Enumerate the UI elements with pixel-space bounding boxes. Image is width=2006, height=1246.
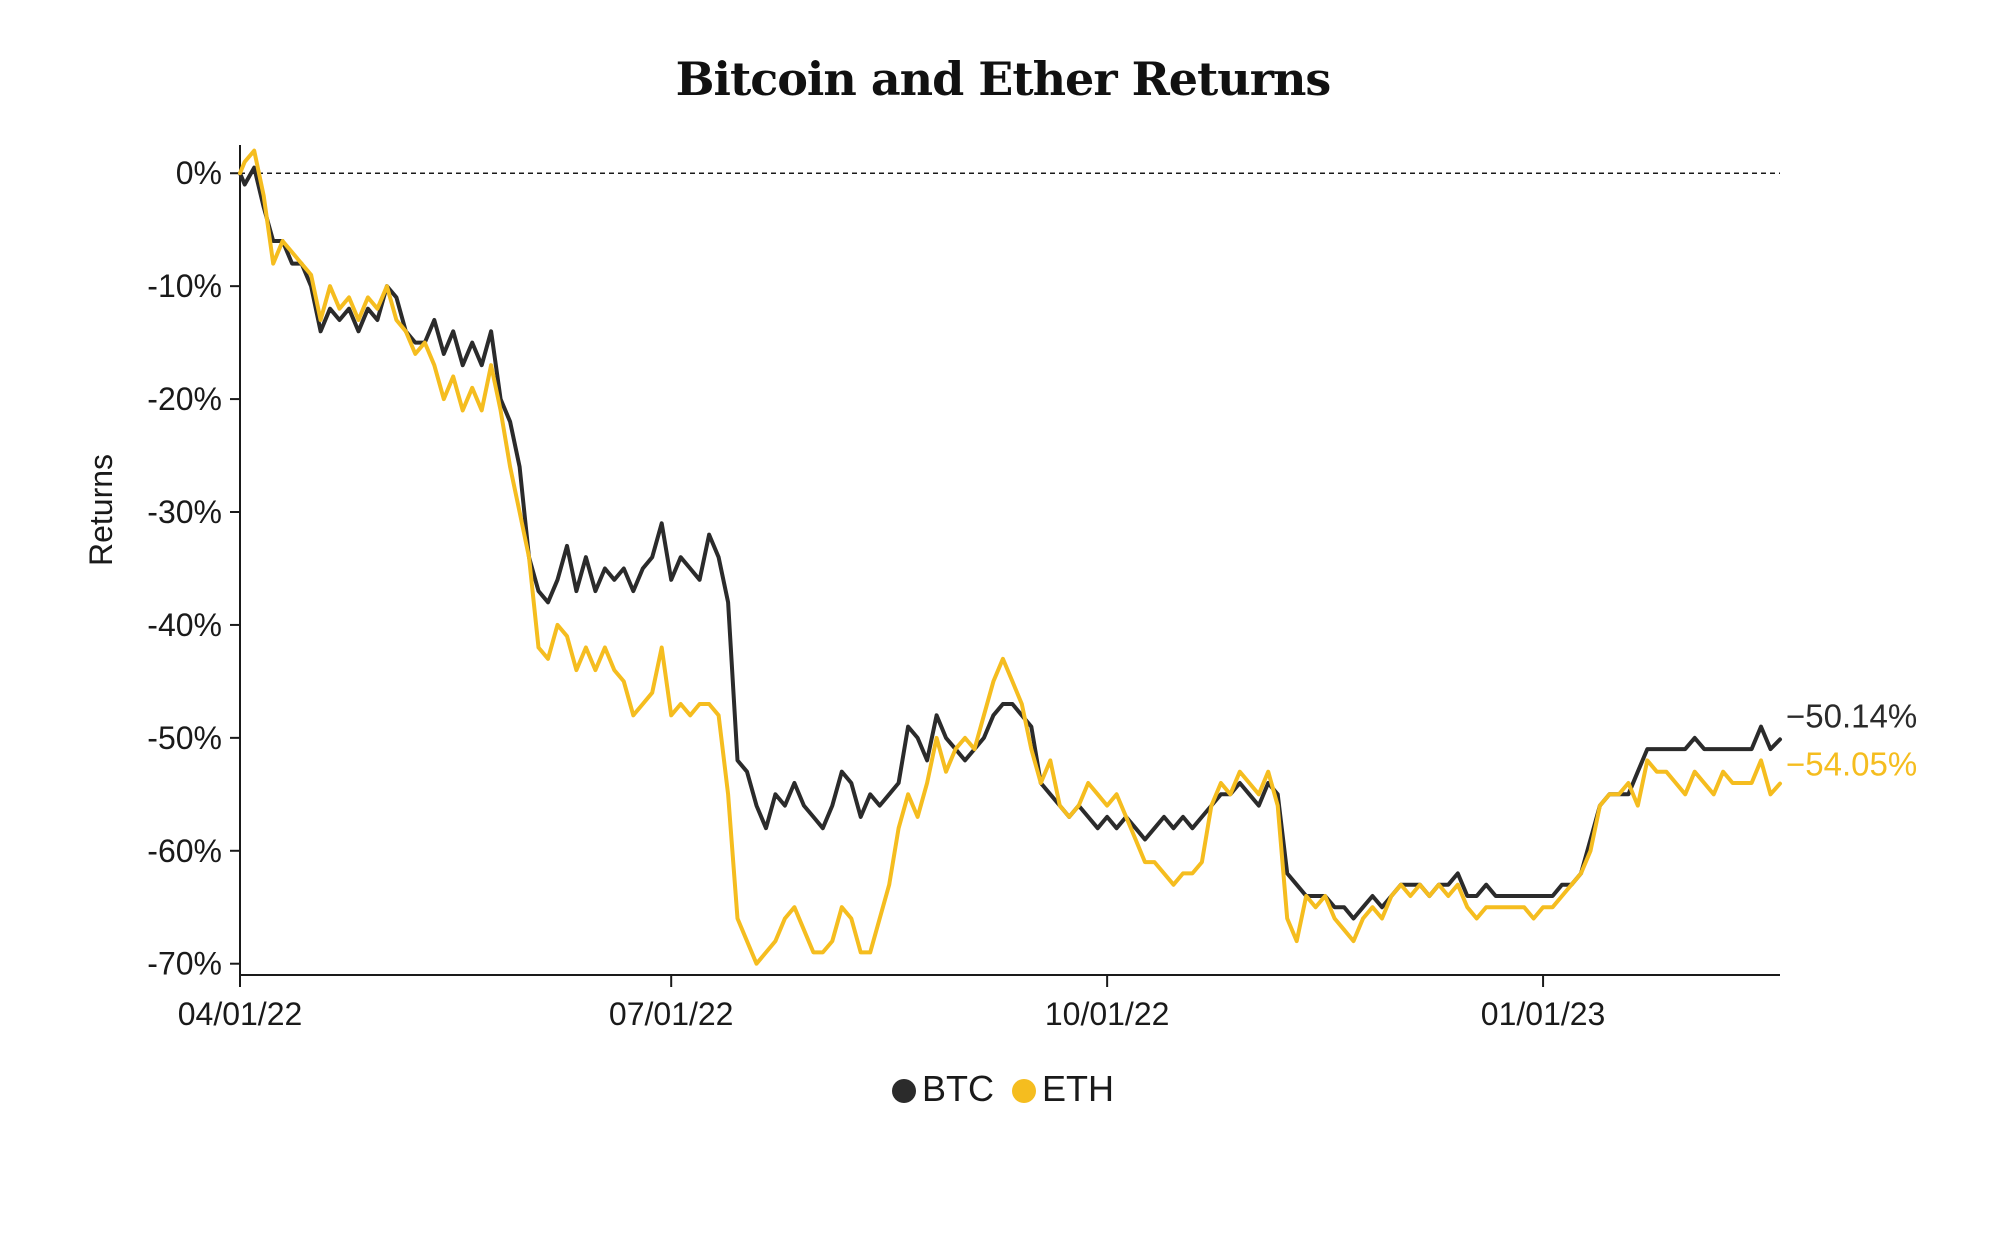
end-labels-layer: −50.14% −54.05% xyxy=(1786,697,1917,782)
legend-item-btc: BTC xyxy=(891,1068,994,1110)
legend: BTC ETH xyxy=(0,1068,2006,1110)
btc-end-label: −50.14% xyxy=(1786,697,1917,734)
series-line-eth xyxy=(238,148,1782,966)
legend-label-btc: BTC xyxy=(921,1068,994,1109)
y-tick-label: -50% xyxy=(147,720,222,756)
x-tick-label: 04/01/22 xyxy=(178,996,303,1032)
eth-end-label: −54.05% xyxy=(1786,746,1917,783)
axes-layer: 0% -10% -20% -30% -40% -50% -60% -70% 04/01/22 07… xyxy=(147,145,1780,1032)
y-tick-label: -10% xyxy=(147,268,222,304)
y-tick-label: -40% xyxy=(147,607,222,643)
chart-title: Bitcoin and Ether Returns xyxy=(675,52,1332,106)
y-tick-label: -70% xyxy=(147,946,222,982)
y-tick-label: 0% xyxy=(176,155,222,191)
x-tick-label: 07/01/22 xyxy=(609,996,734,1032)
y-tick-label: -60% xyxy=(147,833,222,869)
legend-dot-btc xyxy=(891,1079,916,1103)
x-tick-label: 10/01/22 xyxy=(1045,996,1170,1032)
legend-item-eth: ETH xyxy=(1012,1068,1114,1110)
series-line-btc xyxy=(238,165,1782,921)
y-tick-label: -30% xyxy=(147,494,222,530)
x-tick-label: 01/01/23 xyxy=(1481,996,1606,1032)
series-layer xyxy=(238,148,1782,966)
y-tick-label: -20% xyxy=(147,381,222,417)
legend-label-eth: ETH xyxy=(1042,1068,1114,1109)
legend-dot-eth xyxy=(1012,1079,1036,1103)
y-axis-title: Returns xyxy=(83,454,119,566)
